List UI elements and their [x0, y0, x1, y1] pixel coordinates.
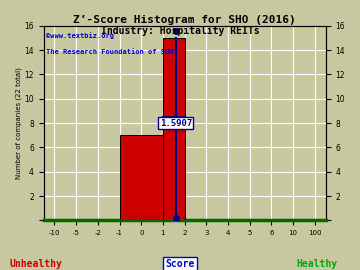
Text: Score: Score: [165, 259, 195, 269]
Text: ©www.textbiz.org: ©www.textbiz.org: [46, 32, 114, 39]
Text: The Research Foundation of SUNY: The Research Foundation of SUNY: [46, 49, 178, 55]
Title: Z’-Score Histogram for SHO (2016): Z’-Score Histogram for SHO (2016): [73, 15, 296, 25]
Bar: [163, 38, 185, 220]
Y-axis label: Number of companies (22 total): Number of companies (22 total): [15, 67, 22, 179]
Text: Unhealthy: Unhealthy: [10, 259, 62, 269]
Text: 1.5907: 1.5907: [159, 119, 192, 128]
Bar: [120, 135, 163, 220]
Text: Industry: Hospitality REITs: Industry: Hospitality REITs: [101, 26, 259, 36]
Text: Healthy: Healthy: [296, 259, 337, 269]
